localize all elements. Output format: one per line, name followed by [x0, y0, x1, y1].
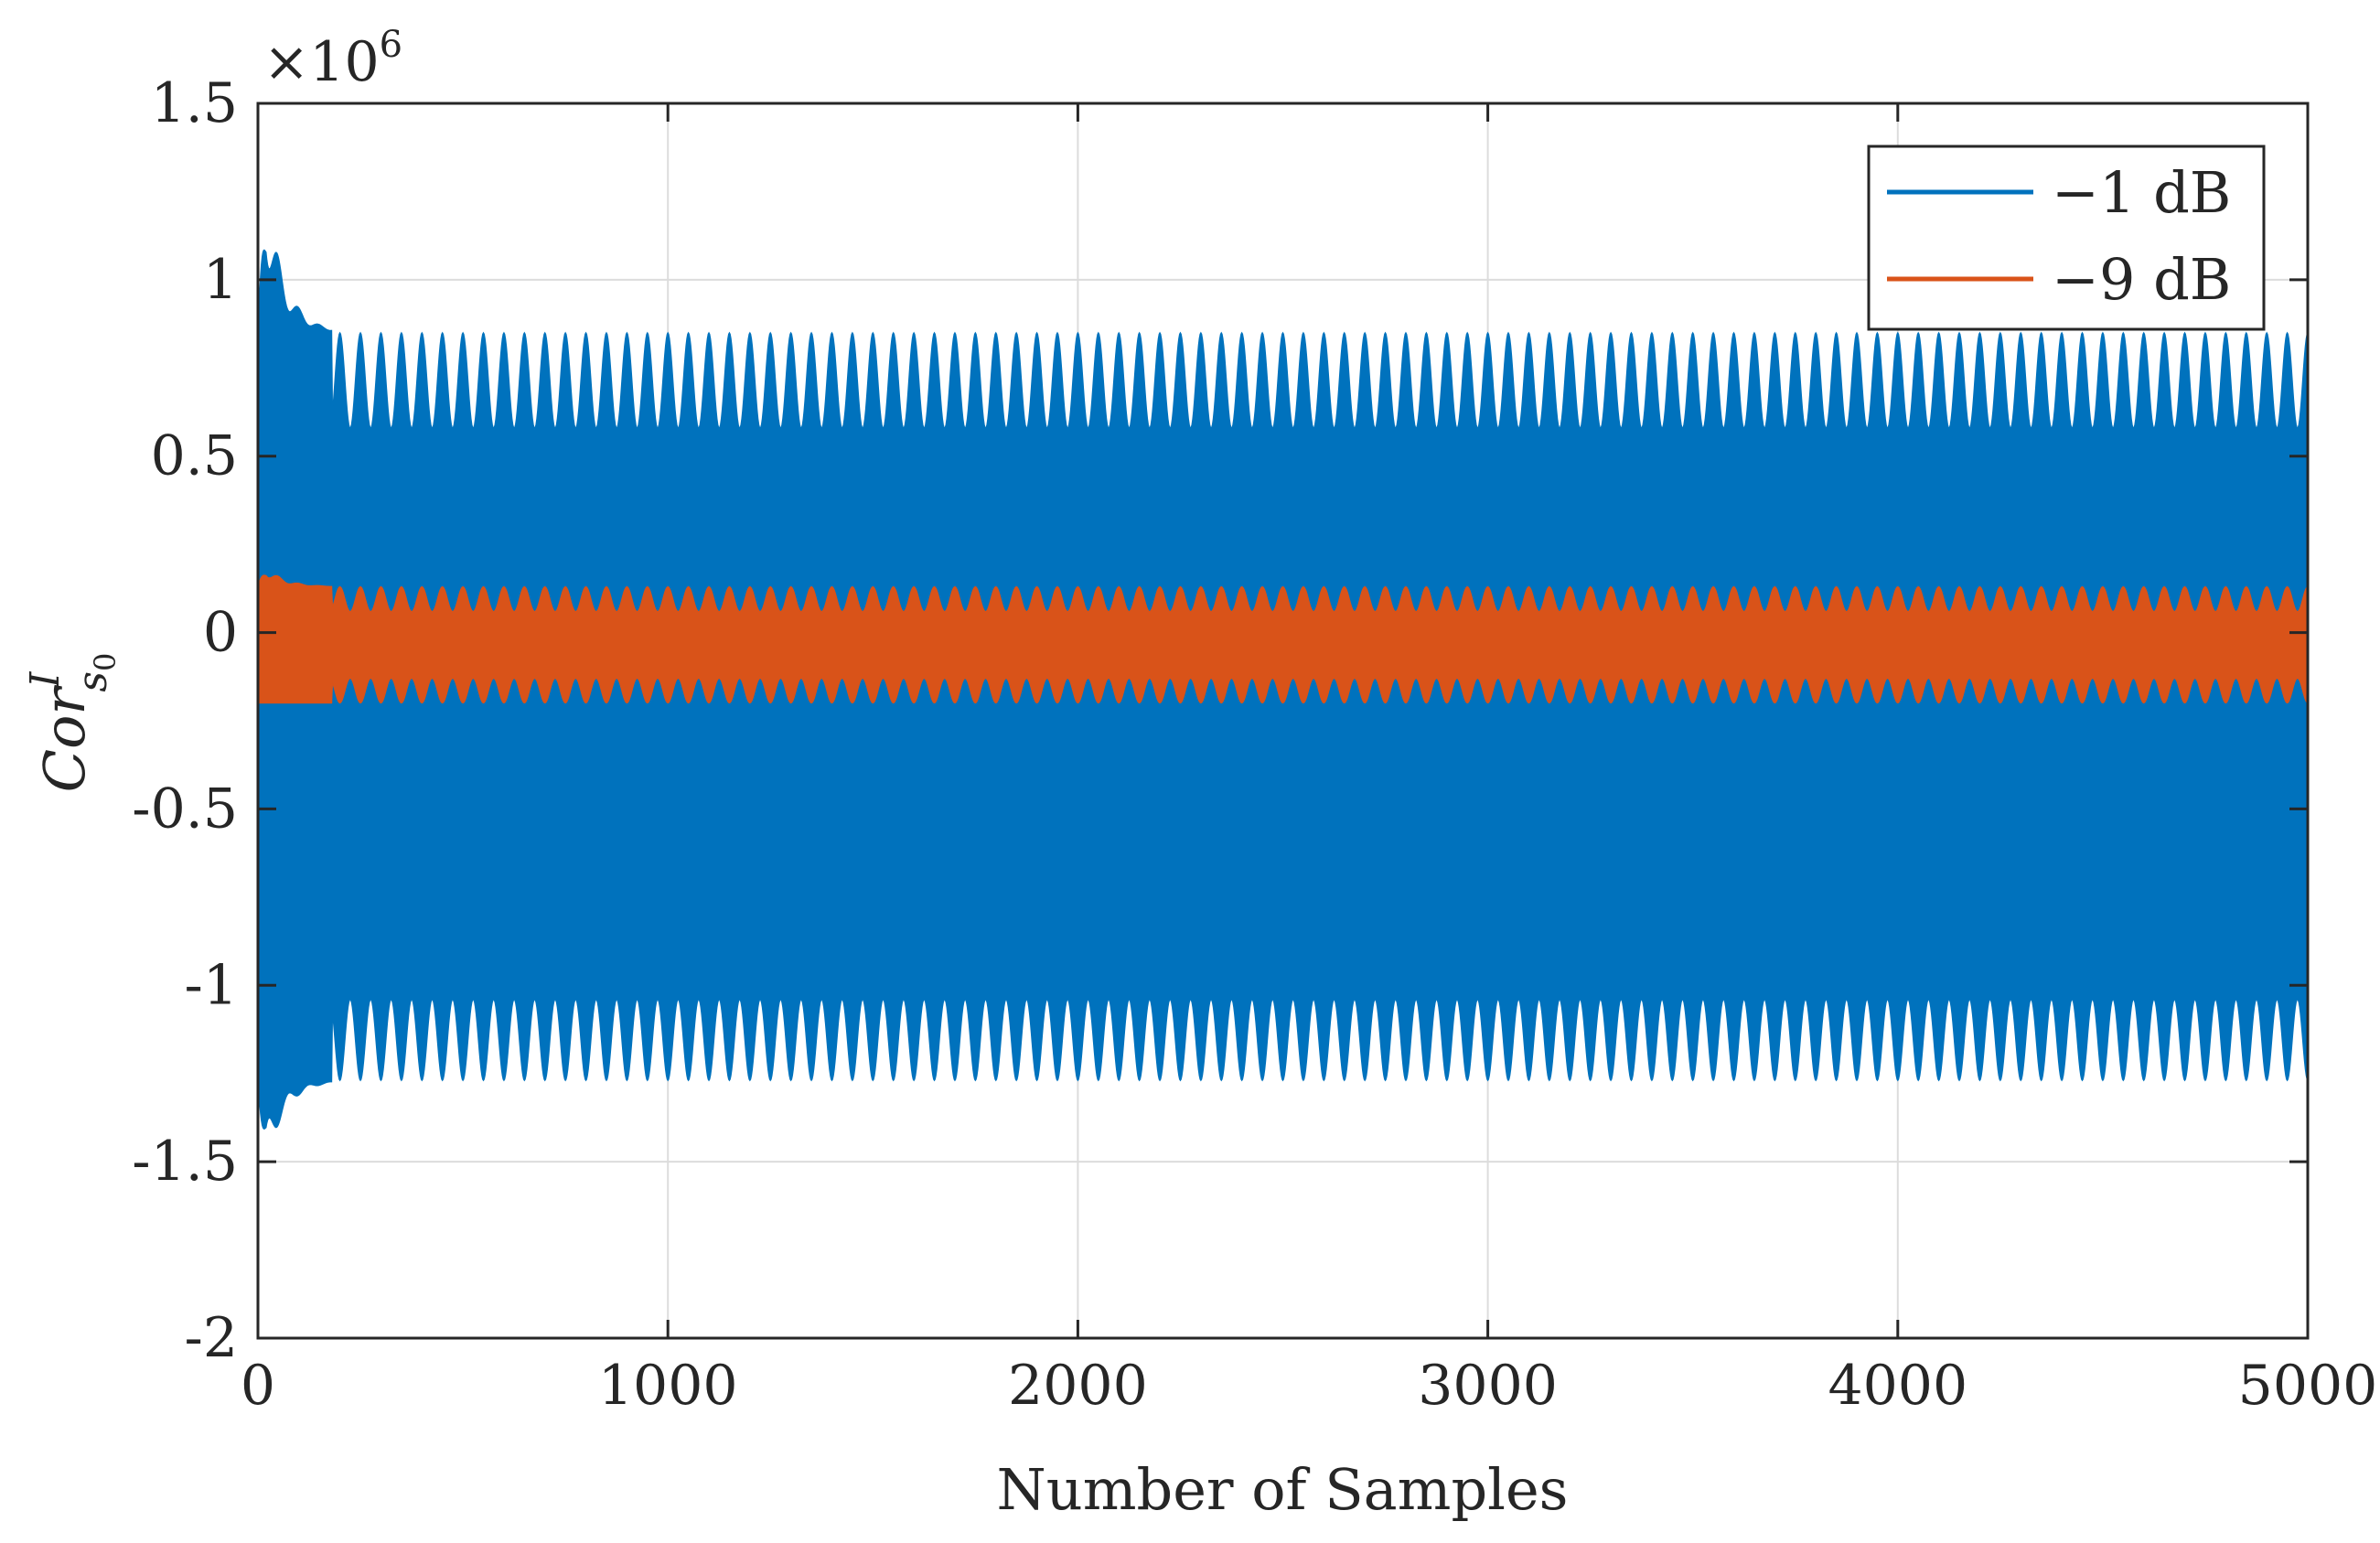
series-layer: [258, 249, 2308, 1130]
y-tick-labels: -2 -1.5 -1 -0.5 0 0.5 1 1.5: [132, 71, 238, 1370]
y-axis-label: CorIs0: [22, 653, 123, 793]
legend-label-series-2: −9 dB: [2052, 246, 2231, 313]
y-tick-label: -2: [185, 1306, 238, 1370]
x-tick-label: 0: [241, 1354, 275, 1418]
y-tick-label: -1: [185, 953, 238, 1017]
x-tick-labels: 0 1000 2000 3000 4000 5000: [241, 1354, 2377, 1418]
x-axis-label: Number of Samples: [997, 1456, 1569, 1523]
y-multiplier: ×106: [263, 24, 402, 94]
series-2-line: [258, 574, 2308, 704]
legend: −1 dB −9 dB: [1867, 145, 2266, 331]
y-tick-label: -1.5: [132, 1130, 238, 1194]
legend-label-series-1: −1 dB: [2052, 159, 2231, 226]
y-tick-label: -0.5: [132, 777, 238, 841]
ticks: [256, 102, 2310, 1340]
y-tick-label: 0.5: [151, 424, 238, 488]
axes-box: [256, 102, 2310, 1340]
x-tick-label: 5000: [2238, 1354, 2378, 1418]
x-tick-label: 2000: [1008, 1354, 1148, 1418]
svg-text:CorIs0: CorIs0: [22, 653, 123, 793]
y-tick-label: 1.5: [151, 71, 238, 135]
y-tick-label: 0: [203, 601, 238, 665]
y-tick-label: 1: [203, 248, 238, 312]
x-tick-label: 4000: [1828, 1354, 1967, 1418]
legend-box: [1867, 145, 2266, 331]
x-tick-label: 3000: [1418, 1354, 1558, 1418]
x-tick-label: 1000: [598, 1354, 738, 1418]
